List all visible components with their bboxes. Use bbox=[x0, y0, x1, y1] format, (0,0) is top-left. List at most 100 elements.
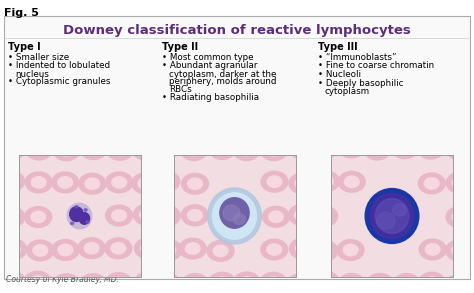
Ellipse shape bbox=[0, 171, 25, 192]
FancyBboxPatch shape bbox=[4, 16, 470, 279]
Ellipse shape bbox=[338, 274, 365, 293]
Ellipse shape bbox=[453, 144, 468, 156]
Text: Courtesy of Kyle Bradley, MD.: Courtesy of Kyle Bradley, MD. bbox=[6, 275, 119, 284]
Ellipse shape bbox=[223, 205, 240, 221]
Ellipse shape bbox=[24, 271, 51, 292]
Ellipse shape bbox=[86, 278, 100, 290]
Ellipse shape bbox=[391, 138, 418, 159]
Ellipse shape bbox=[338, 137, 365, 158]
Ellipse shape bbox=[161, 244, 176, 256]
Ellipse shape bbox=[365, 189, 419, 243]
Ellipse shape bbox=[425, 277, 439, 288]
Ellipse shape bbox=[107, 139, 133, 160]
Ellipse shape bbox=[31, 211, 46, 223]
Text: • “Immunoblasts”: • “Immunoblasts” bbox=[318, 53, 396, 62]
Ellipse shape bbox=[106, 172, 133, 193]
Ellipse shape bbox=[233, 272, 260, 293]
Ellipse shape bbox=[111, 277, 126, 289]
Ellipse shape bbox=[310, 206, 337, 226]
Ellipse shape bbox=[59, 144, 74, 156]
Ellipse shape bbox=[261, 239, 288, 260]
Ellipse shape bbox=[78, 238, 105, 258]
Ellipse shape bbox=[344, 142, 359, 153]
Ellipse shape bbox=[364, 139, 391, 160]
Ellipse shape bbox=[316, 143, 331, 155]
Ellipse shape bbox=[418, 173, 445, 194]
Text: Downey classification of reactive lymphocytes: Downey classification of reactive lympho… bbox=[63, 24, 411, 37]
Ellipse shape bbox=[153, 137, 180, 158]
Ellipse shape bbox=[185, 243, 200, 254]
Ellipse shape bbox=[182, 205, 208, 226]
Ellipse shape bbox=[155, 240, 182, 260]
Ellipse shape bbox=[295, 143, 310, 154]
Ellipse shape bbox=[290, 138, 316, 159]
Ellipse shape bbox=[338, 171, 365, 192]
Ellipse shape bbox=[370, 193, 414, 239]
Ellipse shape bbox=[452, 245, 466, 256]
Ellipse shape bbox=[67, 203, 92, 229]
Text: Type III: Type III bbox=[318, 42, 357, 52]
Ellipse shape bbox=[288, 274, 314, 293]
Ellipse shape bbox=[317, 210, 331, 222]
Ellipse shape bbox=[134, 204, 160, 225]
Ellipse shape bbox=[111, 243, 126, 254]
Ellipse shape bbox=[0, 239, 27, 260]
Ellipse shape bbox=[399, 278, 414, 289]
Ellipse shape bbox=[159, 210, 174, 222]
Text: • Fine to coarse chromatin: • Fine to coarse chromatin bbox=[318, 62, 434, 71]
Ellipse shape bbox=[25, 172, 52, 193]
Text: Type II: Type II bbox=[162, 42, 198, 52]
Ellipse shape bbox=[25, 207, 52, 227]
Ellipse shape bbox=[58, 177, 73, 188]
Ellipse shape bbox=[366, 273, 393, 293]
Ellipse shape bbox=[345, 176, 359, 188]
Ellipse shape bbox=[106, 205, 132, 226]
Ellipse shape bbox=[75, 206, 78, 208]
Ellipse shape bbox=[105, 273, 132, 293]
Text: periphery, molds around: periphery, molds around bbox=[169, 78, 276, 86]
Ellipse shape bbox=[112, 177, 127, 188]
Ellipse shape bbox=[289, 173, 316, 194]
Ellipse shape bbox=[269, 211, 283, 222]
Ellipse shape bbox=[186, 144, 201, 156]
Ellipse shape bbox=[343, 244, 358, 256]
Ellipse shape bbox=[212, 193, 256, 239]
Ellipse shape bbox=[419, 272, 445, 293]
Ellipse shape bbox=[70, 207, 83, 222]
Ellipse shape bbox=[153, 205, 180, 226]
Ellipse shape bbox=[393, 274, 420, 293]
Ellipse shape bbox=[4, 211, 19, 223]
Ellipse shape bbox=[27, 240, 54, 261]
Ellipse shape bbox=[233, 140, 260, 161]
Ellipse shape bbox=[295, 209, 310, 221]
Ellipse shape bbox=[135, 238, 161, 259]
Ellipse shape bbox=[138, 178, 153, 189]
Ellipse shape bbox=[141, 243, 155, 254]
Ellipse shape bbox=[310, 139, 337, 159]
Ellipse shape bbox=[290, 238, 316, 259]
Text: RBCs: RBCs bbox=[169, 85, 192, 94]
Text: • Abundant agranular: • Abundant agranular bbox=[162, 62, 257, 71]
Ellipse shape bbox=[311, 240, 338, 261]
Ellipse shape bbox=[188, 278, 202, 290]
Text: Fig. 5: Fig. 5 bbox=[4, 8, 39, 18]
Ellipse shape bbox=[267, 244, 282, 255]
Ellipse shape bbox=[188, 178, 202, 190]
Ellipse shape bbox=[377, 212, 395, 229]
Ellipse shape bbox=[182, 274, 209, 293]
Ellipse shape bbox=[154, 273, 181, 293]
Ellipse shape bbox=[452, 279, 467, 290]
Ellipse shape bbox=[105, 238, 132, 259]
Ellipse shape bbox=[209, 272, 236, 293]
Ellipse shape bbox=[153, 171, 180, 192]
Ellipse shape bbox=[317, 245, 332, 256]
Ellipse shape bbox=[260, 272, 287, 293]
Text: • Radiating basophilia: • Radiating basophilia bbox=[162, 93, 259, 101]
Ellipse shape bbox=[159, 176, 173, 187]
Ellipse shape bbox=[5, 276, 19, 287]
Ellipse shape bbox=[31, 177, 46, 188]
Ellipse shape bbox=[160, 278, 174, 289]
Text: • Nucleoli: • Nucleoli bbox=[318, 70, 361, 79]
Ellipse shape bbox=[319, 176, 333, 187]
Ellipse shape bbox=[71, 222, 73, 224]
